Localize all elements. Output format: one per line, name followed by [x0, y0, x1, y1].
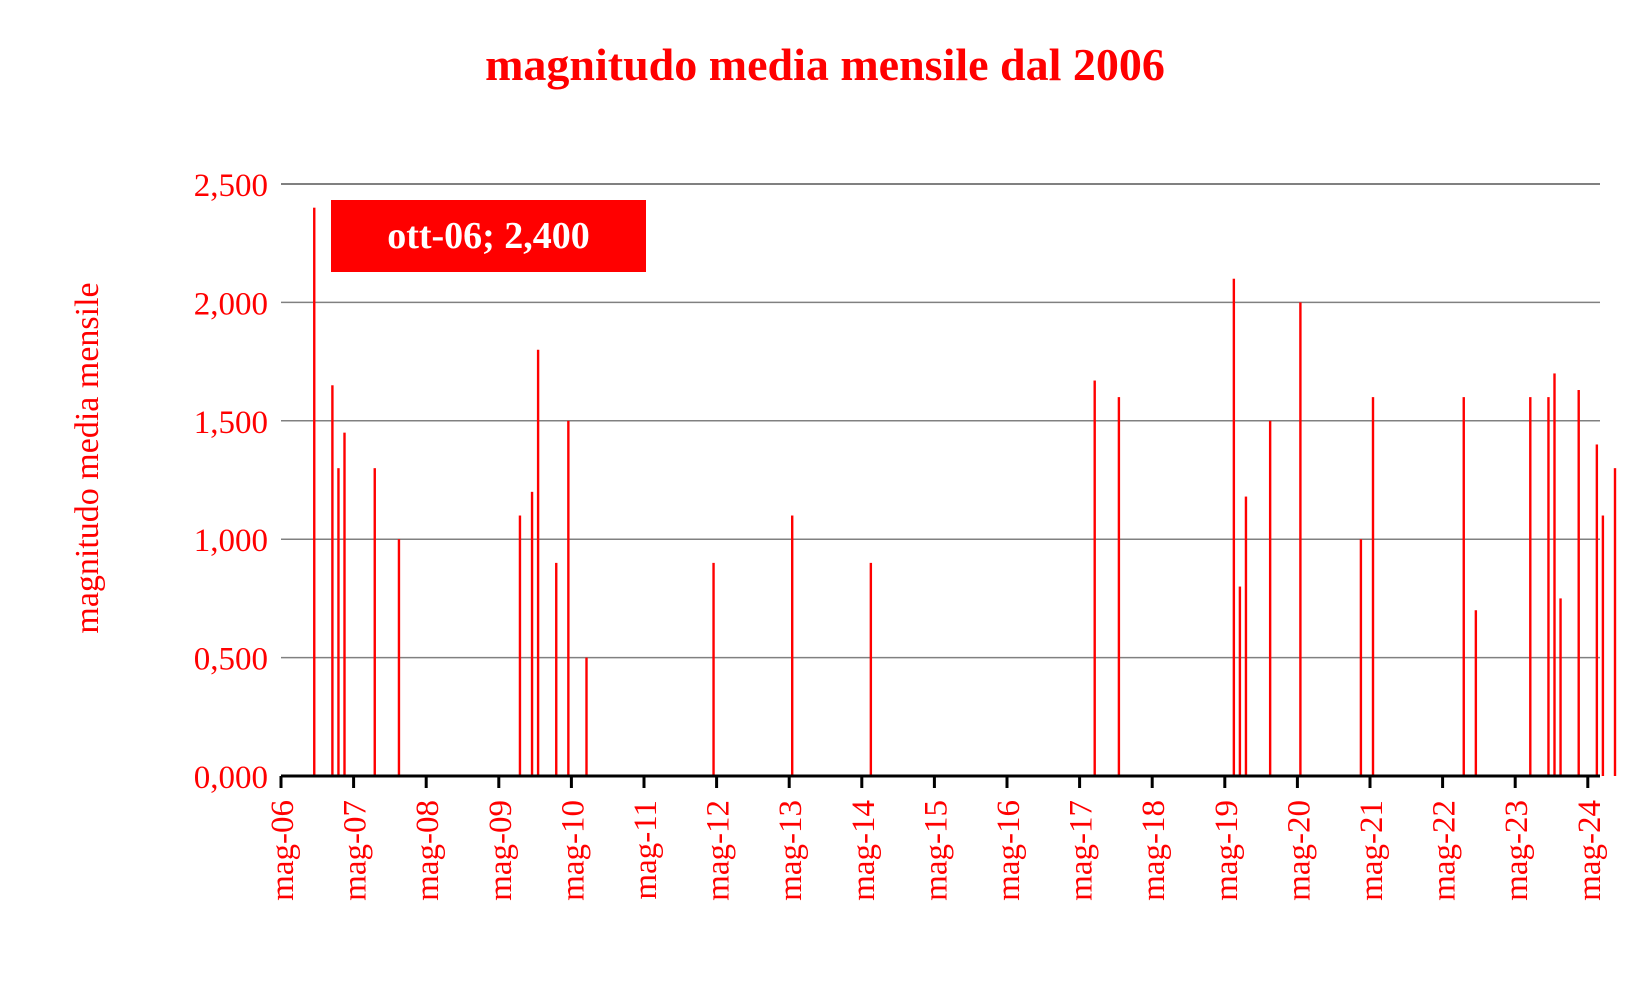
- y-tick-label: 0,500: [194, 642, 268, 678]
- bar: [1232, 278, 1236, 776]
- bar: [712, 562, 715, 776]
- x-tick-label: mag-23: [1499, 800, 1535, 901]
- y-tick-label: 1,000: [194, 523, 268, 559]
- bar: [1553, 373, 1556, 776]
- x-tick-label: mag-20: [1281, 800, 1317, 901]
- bar: [313, 207, 316, 776]
- bar: [1117, 397, 1121, 776]
- x-tick-label: mag-12: [701, 800, 737, 901]
- bar: [1093, 380, 1096, 776]
- bar: [1559, 598, 1562, 776]
- x-tick-label: mag-22: [1427, 800, 1463, 901]
- bar: [1613, 468, 1617, 776]
- bar: [337, 468, 340, 776]
- bar: [1359, 539, 1363, 776]
- y-tick-label: 2,500: [194, 168, 268, 204]
- y-tick-label: 2,000: [194, 286, 268, 322]
- data-callout: ott-06; 2,400: [331, 200, 646, 272]
- bar: [567, 420, 570, 776]
- bar: [555, 562, 558, 776]
- bar: [791, 515, 794, 776]
- bar: [1268, 420, 1272, 776]
- bar: [1595, 444, 1599, 776]
- x-tick-label: mag-07: [338, 800, 374, 901]
- y-tick-label: 0,000: [194, 760, 268, 796]
- bar: [585, 657, 588, 776]
- x-tick-label: mag-09: [483, 800, 519, 901]
- bar: [1547, 397, 1550, 776]
- x-tick-label: mag-21: [1354, 800, 1390, 901]
- bar: [1529, 397, 1532, 776]
- x-tick-label: mag-19: [1209, 800, 1245, 901]
- x-tick-label: mag-10: [555, 800, 591, 901]
- bar: [1474, 610, 1478, 776]
- bar: [343, 432, 346, 776]
- bar: [1371, 397, 1375, 776]
- x-tick-label: mag-13: [773, 800, 809, 901]
- x-tick-label: mag-08: [410, 800, 446, 901]
- x-tick-label: mag-06: [265, 800, 301, 901]
- bar: [530, 491, 534, 776]
- x-tick-label: mag-16: [991, 800, 1027, 901]
- bar: [331, 385, 334, 776]
- bar: [373, 468, 376, 776]
- bar: [397, 539, 401, 776]
- bar: [1299, 302, 1302, 776]
- x-tick-label: mag-15: [918, 800, 954, 901]
- y-tick-label: 1,500: [194, 405, 268, 441]
- bar: [536, 349, 540, 776]
- x-tick-label: mag-24: [1572, 800, 1608, 901]
- bar: [869, 562, 873, 776]
- bar: [1577, 390, 1580, 776]
- bar: [1601, 515, 1605, 776]
- bar: [1244, 496, 1248, 776]
- x-tick-label: mag-14: [846, 800, 882, 901]
- x-tick-label: mag-18: [1136, 800, 1172, 901]
- x-tick-label: mag-11: [628, 800, 664, 900]
- bar: [1462, 397, 1465, 776]
- x-tick-label: mag-17: [1064, 800, 1100, 901]
- bar: [1238, 586, 1242, 776]
- bar: [518, 515, 522, 776]
- chart-title: magnitudo media mensile dal 2006: [485, 39, 1165, 90]
